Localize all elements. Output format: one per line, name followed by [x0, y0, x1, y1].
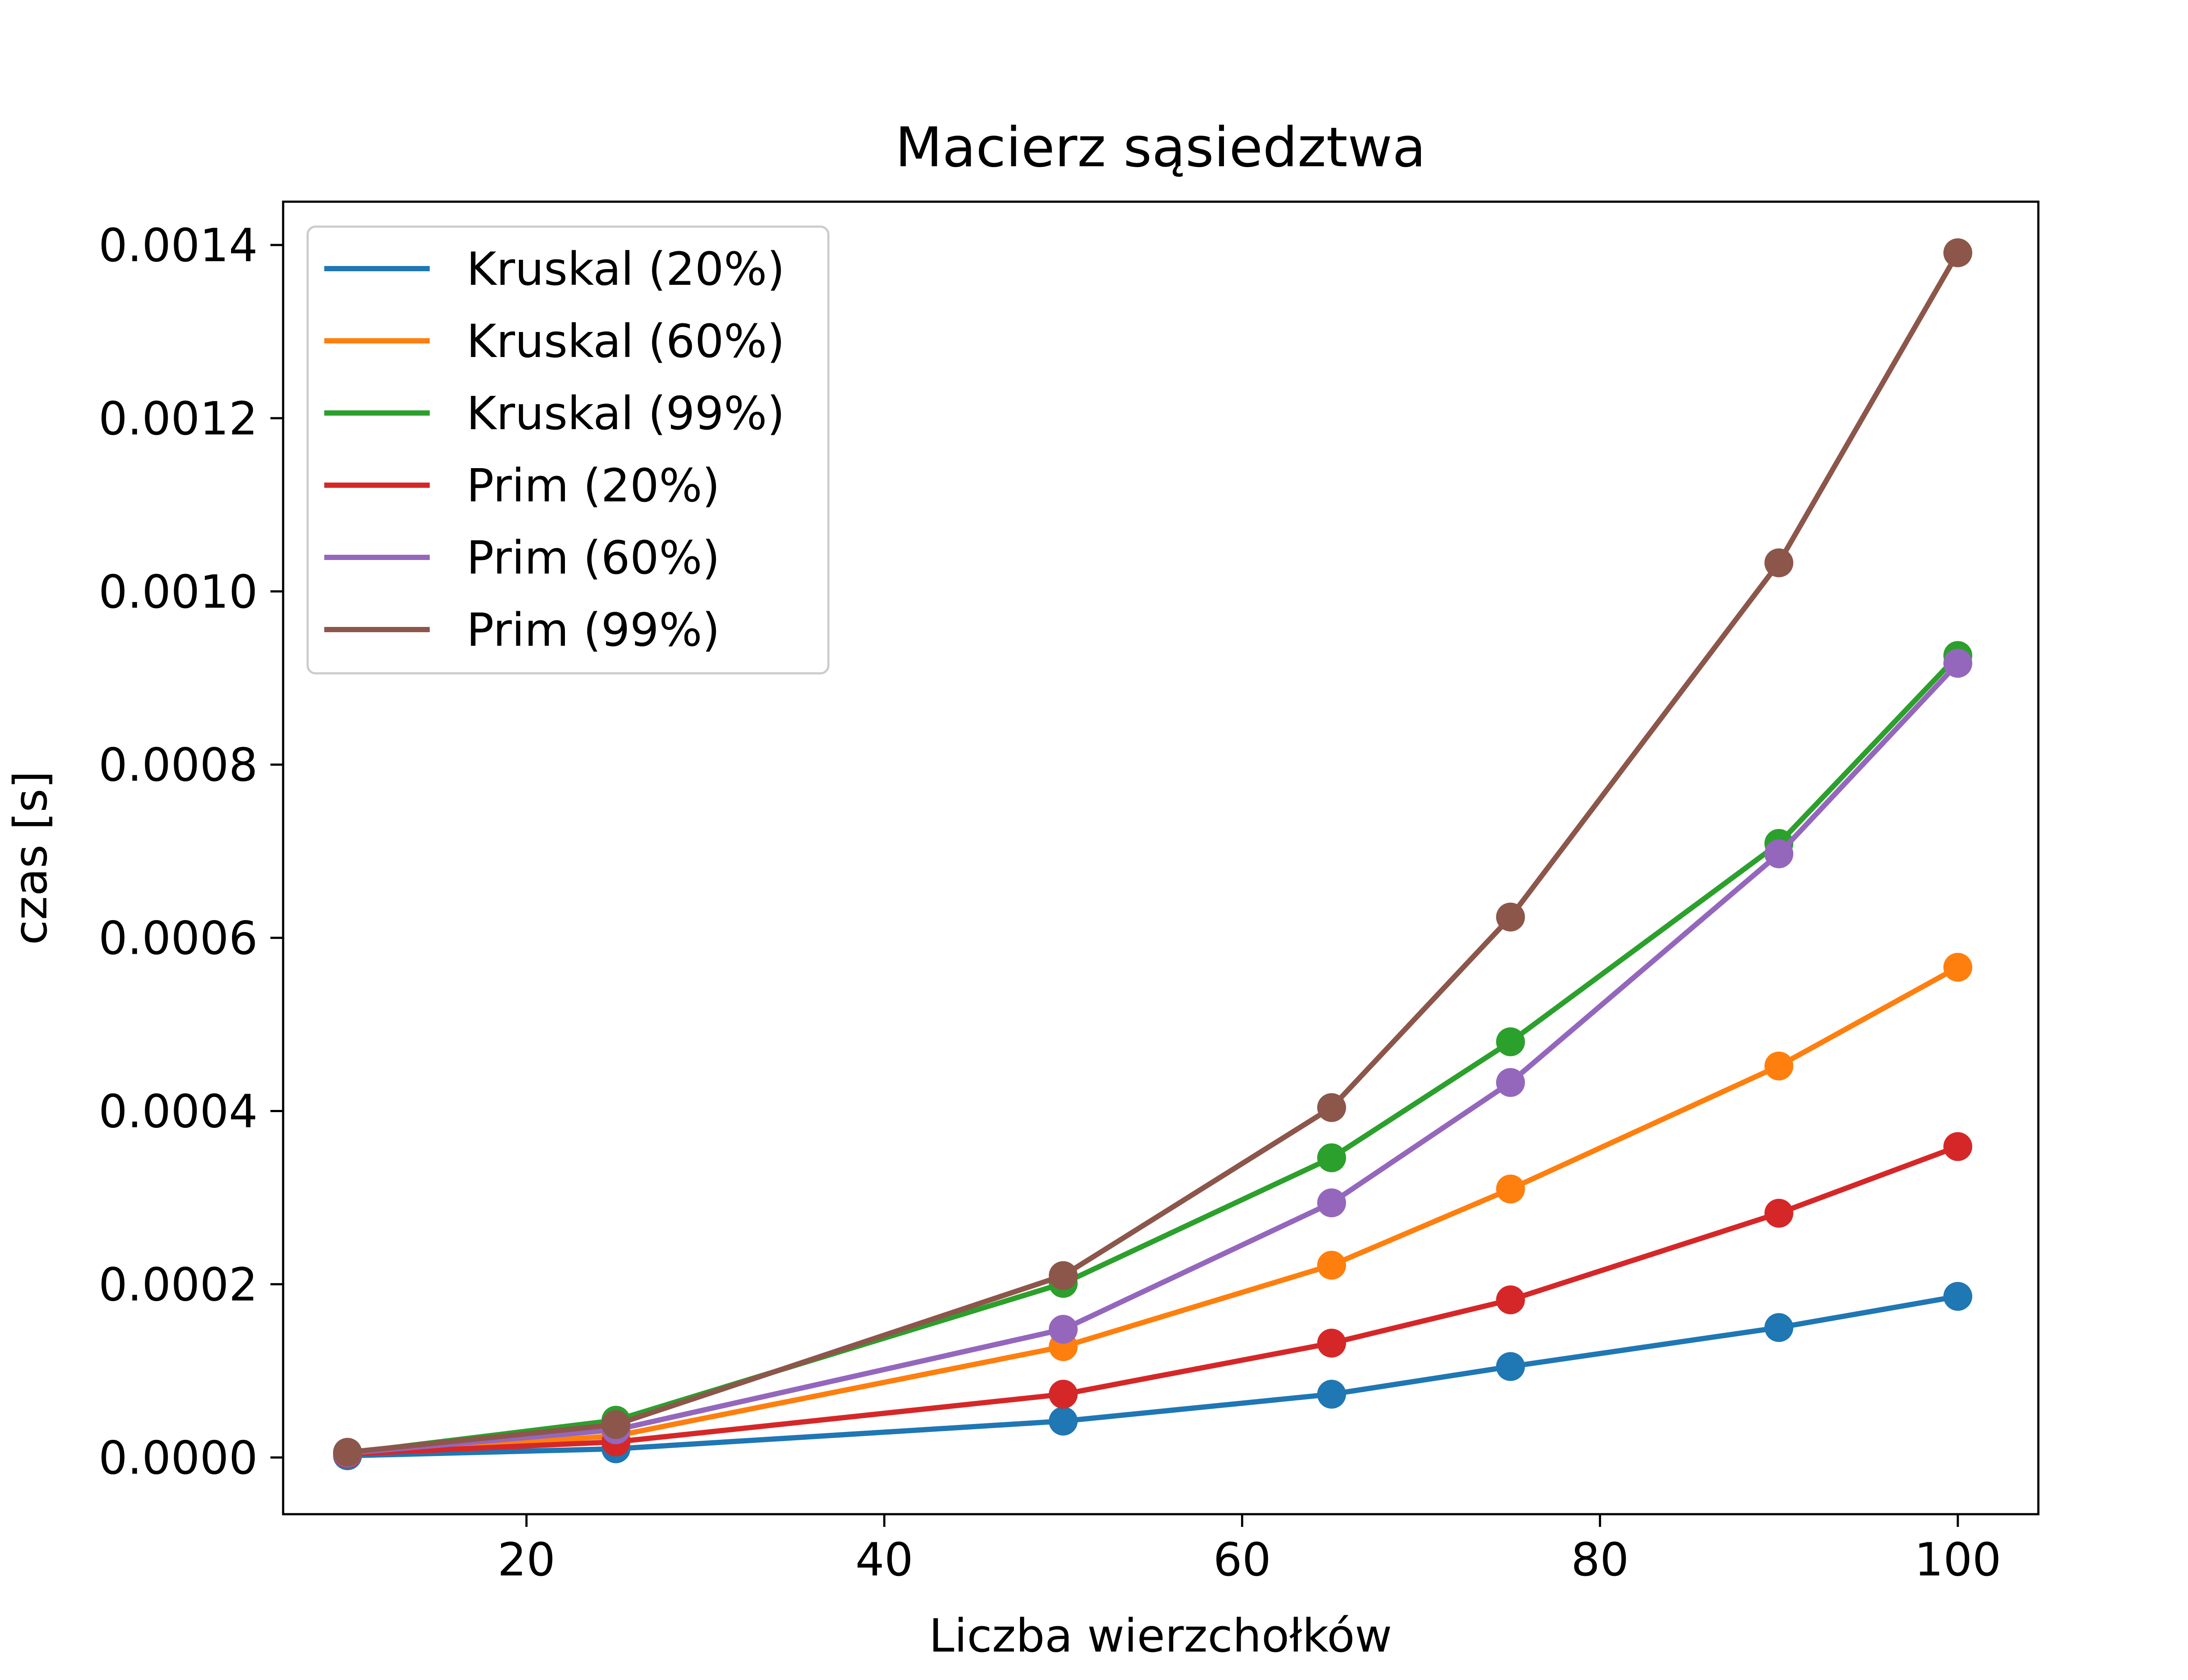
data-point [1317, 1250, 1346, 1280]
legend-item: Prim (60%) [324, 531, 720, 584]
legend-label: Kruskal (99%) [466, 387, 785, 440]
data-point [1764, 839, 1794, 868]
data-point [1496, 1027, 1525, 1057]
x-tick-label: 80 [1571, 1533, 1629, 1586]
data-point [1764, 1199, 1794, 1228]
legend: Kruskal (20%) Kruskal (60%) Kruskal (99%) P… [306, 225, 830, 675]
series-6 [333, 238, 1972, 1467]
y-tick-label: 0.0000 [98, 1431, 258, 1484]
data-point [1943, 952, 1972, 982]
legend-label: Prim (60%) [466, 531, 720, 584]
legend-box [306, 225, 830, 675]
plot-frame [282, 200, 2040, 1516]
y-axis: 0.0000 0.0002 0.0004 0.0006 0.0008 0.0010 0.00… [98, 219, 283, 1484]
data-point [1317, 1329, 1346, 1358]
data-point [1496, 1285, 1525, 1315]
data-point [601, 1410, 631, 1439]
data-point [1496, 1174, 1525, 1204]
x-tick-label: 100 [1914, 1533, 2002, 1586]
data-point [1048, 1315, 1078, 1344]
x-tick-label: 20 [498, 1533, 555, 1586]
x-tick-label: 60 [1213, 1533, 1271, 1586]
y-tick-label: 0.0002 [98, 1258, 258, 1311]
data-point [1048, 1379, 1078, 1409]
data-point [1496, 1068, 1525, 1097]
x-axis-label: Liczba wierzchołków [929, 1609, 1392, 1662]
data-point [1048, 1261, 1078, 1290]
y-tick-label: 0.0014 [98, 219, 258, 272]
data-point [1496, 903, 1525, 932]
legend-label: Kruskal (20%) [466, 242, 785, 296]
x-tick-label: 40 [856, 1533, 913, 1586]
data-point [1764, 548, 1794, 578]
data-point [1496, 1352, 1525, 1381]
y-tick-label: 0.0006 [98, 912, 258, 965]
data-point [1764, 1051, 1794, 1081]
legend-item: Kruskal (20%) [324, 242, 785, 296]
series-layer [333, 238, 1972, 1470]
data-point [1764, 1313, 1794, 1342]
y-tick-label: 0.0010 [98, 565, 258, 619]
data-point [1943, 649, 1972, 678]
data-point [1317, 1188, 1346, 1218]
legend-label: Prim (20%) [466, 459, 720, 512]
y-tick-label: 0.0008 [98, 738, 258, 792]
legend-label: Kruskal (60%) [466, 315, 785, 368]
data-point [1943, 1282, 1972, 1311]
chart-title: Macierz sąsiedztwa [895, 116, 1426, 179]
data-point [1317, 1379, 1346, 1409]
y-tick-label: 0.0012 [98, 392, 258, 445]
data-point [1943, 1132, 1972, 1161]
y-tick-label: 0.0004 [98, 1085, 258, 1138]
legend-label: Prim (99%) [466, 603, 720, 657]
legend-item: Prim (99%) [324, 603, 720, 657]
legend-item: Kruskal (99%) [324, 387, 785, 440]
x-axis: 20 40 60 80 100 [498, 1514, 2001, 1586]
data-point [1317, 1093, 1346, 1122]
data-point [333, 1438, 362, 1467]
data-point [1943, 238, 1972, 267]
data-point [1317, 1143, 1346, 1172]
legend-item: Prim (20%) [324, 459, 720, 512]
legend-item: Kruskal (60%) [324, 315, 785, 368]
y-axis-label: czas [s] [4, 771, 57, 945]
data-point [1048, 1407, 1078, 1436]
